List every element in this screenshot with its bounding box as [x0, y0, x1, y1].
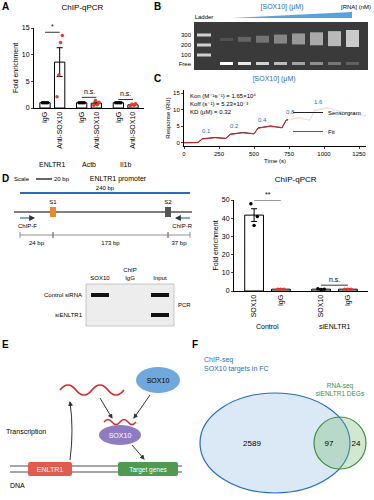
- html-text:D: D: [2, 173, 10, 184]
- html-text:C: C: [154, 73, 162, 84]
- svg-text:15: 15: [173, 90, 180, 96]
- svg-text:Control siRNA: Control siRNA: [44, 292, 82, 298]
- svg-text:Fit: Fit: [328, 129, 335, 135]
- svg-text:SOX10: SOX10: [250, 295, 257, 318]
- svg-text:siENLTR1: siENLTR1: [319, 323, 350, 330]
- svg-text:0: 0: [26, 104, 30, 111]
- svg-text:Control: Control: [256, 323, 279, 330]
- svg-text:24: 24: [352, 439, 361, 448]
- svg-text:Ladder: Ladder: [195, 14, 214, 20]
- svg-text:0.8: 0.8: [286, 109, 295, 115]
- svg-text:Il1b: Il1b: [120, 161, 131, 168]
- svg-text:Target genes: Target genes: [129, 466, 167, 474]
- svg-text:0.2: 0.2: [230, 123, 239, 129]
- svg-text:SOX10: SOX10: [109, 432, 132, 439]
- svg-text:S2: S2: [164, 199, 172, 205]
- html-text:B: B: [154, 1, 162, 12]
- svg-text:SOX10: SOX10: [90, 275, 110, 281]
- svg-text:ENLTR1 promoter: ENLTR1 promoter: [90, 175, 147, 183]
- svg-text:10: 10: [22, 51, 30, 58]
- html-text:F: F: [192, 339, 199, 350]
- svg-text:20 bp: 20 bp: [54, 176, 70, 182]
- svg-text:15: 15: [22, 24, 30, 31]
- svg-text:30: 30: [222, 233, 230, 240]
- svg-text:PCR: PCR: [178, 302, 191, 308]
- svg-text:siENLTR1 DEGs: siENLTR1 DEGs: [316, 390, 365, 397]
- svg-text:ChIP-R: ChIP-R: [172, 223, 192, 229]
- svg-text:siENLTR1: siENLTR1: [55, 312, 83, 318]
- svg-text:10: 10: [222, 269, 230, 276]
- svg-text:Actb: Actb: [82, 161, 96, 168]
- svg-text:n.s.: n.s.: [84, 88, 95, 95]
- svg-text:2589: 2589: [243, 439, 261, 448]
- svg-text:SOX10: SOX10: [317, 295, 324, 318]
- svg-text:97: 97: [325, 439, 334, 448]
- svg-text:20: 20: [222, 251, 230, 258]
- svg-text:50: 50: [222, 196, 230, 203]
- svg-text:40: 40: [222, 215, 230, 222]
- svg-text:n.s.: n.s.: [329, 276, 340, 283]
- svg-text:Input: Input: [153, 275, 167, 281]
- svg-text:1.6: 1.6: [314, 99, 323, 105]
- html-text:E: E: [2, 339, 9, 350]
- svg-text:Transcription: Transcription: [6, 428, 46, 436]
- svg-text:0.4: 0.4: [258, 117, 267, 123]
- svg-text:250: 250: [214, 151, 225, 157]
- svg-text:ChIP: ChIP: [123, 267, 136, 273]
- svg-text:Sensorgram: Sensorgram: [328, 110, 361, 116]
- svg-text:5: 5: [176, 123, 180, 129]
- svg-text:IgG: IgG: [344, 295, 352, 306]
- svg-text:SOX10: SOX10: [147, 377, 170, 384]
- svg-text:100: 100: [181, 52, 192, 58]
- svg-text:IgG: IgG: [78, 112, 86, 123]
- svg-text:0: 0: [176, 140, 180, 146]
- svg-text:0: 0: [226, 287, 230, 294]
- svg-text:1000: 1000: [317, 151, 331, 157]
- svg-text:Anti-SOX10: Anti-SOX10: [56, 112, 63, 149]
- svg-text:5: 5: [26, 78, 30, 85]
- svg-text:240 bp: 240 bp: [96, 185, 115, 191]
- svg-text:Response (RU): Response (RU): [165, 97, 171, 138]
- svg-text:24 bp: 24 bp: [29, 240, 45, 246]
- svg-text:IgG: IgG: [41, 112, 49, 123]
- svg-text:DNA: DNA: [10, 482, 25, 489]
- svg-text:[RNA] (nM): [RNA] (nM): [341, 4, 371, 10]
- svg-text:37 bp: 37 bp: [171, 240, 187, 246]
- svg-text:*: *: [51, 23, 54, 30]
- svg-text:SOX10 targets in FC: SOX10 targets in FC: [204, 365, 269, 373]
- svg-text:Fold enrichment: Fold enrichment: [12, 43, 19, 93]
- svg-text:[SOX10] (μM): [SOX10] (μM): [253, 75, 296, 83]
- svg-text:RNA-seq: RNA-seq: [327, 382, 354, 390]
- svg-text:200: 200: [181, 42, 192, 48]
- svg-text:IgG: IgG: [125, 275, 135, 281]
- svg-text:10: 10: [173, 107, 180, 113]
- svg-text:ENLTR1: ENLTR1: [39, 161, 65, 168]
- svg-text:**: **: [265, 191, 271, 198]
- svg-text:Kon (M⁻¹s⁻¹) = 1.65×10⁴Koff (s: Kon (M⁻¹s⁻¹) = 1.65×10⁴Koff (s⁻¹) = 5.23…: [190, 93, 256, 115]
- svg-text:IgG: IgG: [277, 295, 285, 306]
- svg-text:0: 0: [182, 151, 186, 157]
- html-text:A: A: [2, 1, 10, 12]
- svg-text:1250: 1250: [352, 151, 366, 157]
- svg-text:ChIP-F: ChIP-F: [18, 223, 37, 229]
- svg-text:750: 750: [284, 151, 295, 157]
- svg-text:ChIP-qPCR: ChIP-qPCR: [275, 175, 317, 184]
- svg-text:Time (s): Time (s): [264, 158, 286, 164]
- svg-text:Scale: Scale: [14, 176, 30, 182]
- svg-text:ChIP-seq: ChIP-seq: [204, 356, 233, 364]
- svg-text:300: 300: [181, 32, 192, 38]
- svg-text:ChIP-qPCR: ChIP-qPCR: [62, 3, 104, 12]
- svg-text:500: 500: [249, 151, 260, 157]
- svg-text:0.1: 0.1: [202, 128, 211, 134]
- svg-text:Anti-SOX10: Anti-SOX10: [93, 112, 100, 149]
- svg-text:[SOX10] (μM): [SOX10] (μM): [261, 3, 304, 11]
- svg-text:Fold enrichment: Fold enrichment: [212, 220, 219, 270]
- svg-text:Free: Free: [179, 61, 192, 67]
- svg-text:ENLTR1: ENLTR1: [37, 466, 63, 473]
- svg-text:Anti-SOX10: Anti-SOX10: [129, 112, 136, 149]
- svg-text:IgG: IgG: [115, 112, 123, 123]
- svg-text:S1: S1: [49, 199, 57, 205]
- svg-text:n.s.: n.s.: [120, 90, 131, 97]
- svg-text:173 bp: 173 bp: [101, 240, 120, 246]
